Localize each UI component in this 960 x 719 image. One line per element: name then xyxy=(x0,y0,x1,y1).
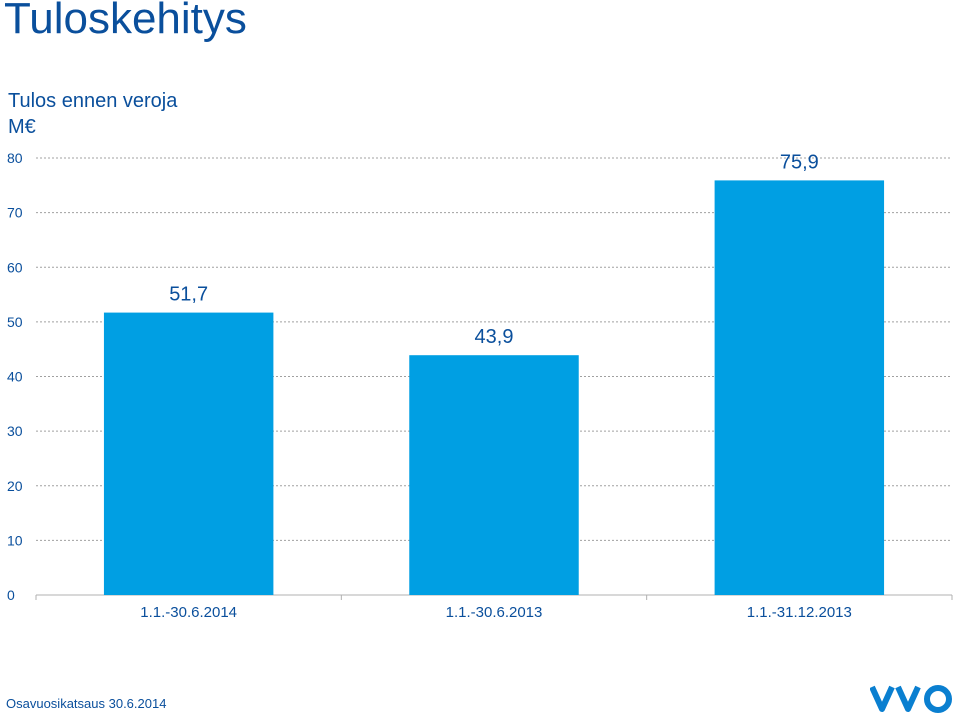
y-axis-unit: M€ xyxy=(8,116,36,138)
vvo-logo xyxy=(870,685,952,713)
y-tick-label: 70 xyxy=(7,205,23,221)
y-tick-label: 10 xyxy=(7,532,23,548)
x-tick-label: 1.1.-30.6.2013 xyxy=(446,604,543,621)
data-label: 43,9 xyxy=(475,326,514,348)
y-tick-label: 40 xyxy=(7,369,23,385)
x-tick-label: 1.1.-31.12.2013 xyxy=(747,604,852,621)
slide-title: Tuloskehitys xyxy=(4,0,247,43)
bar xyxy=(409,355,579,595)
y-tick-label: 30 xyxy=(7,423,23,439)
y-tick-label: 0 xyxy=(7,587,15,603)
x-tick-label: 1.1.-30.6.2014 xyxy=(140,604,237,621)
data-label: 75,9 xyxy=(780,151,819,173)
bar xyxy=(103,312,274,595)
bar xyxy=(714,180,885,596)
data-label: 51,7 xyxy=(169,284,208,306)
y-tick-label: 80 xyxy=(7,150,23,166)
y-tick-label: 20 xyxy=(7,478,23,494)
chart-subtitle: Tulos ennen veroja xyxy=(8,90,178,112)
footer-text: Osavuosikatsaus 30.6.2014 xyxy=(6,696,167,711)
bar-chart: 0 10 20 30 40 50 60 70 80 51,7 1.1.-30.6.2014 43,9 1… xyxy=(7,150,953,621)
y-tick-label: 50 xyxy=(7,314,23,330)
y-tick-label: 60 xyxy=(7,259,23,275)
